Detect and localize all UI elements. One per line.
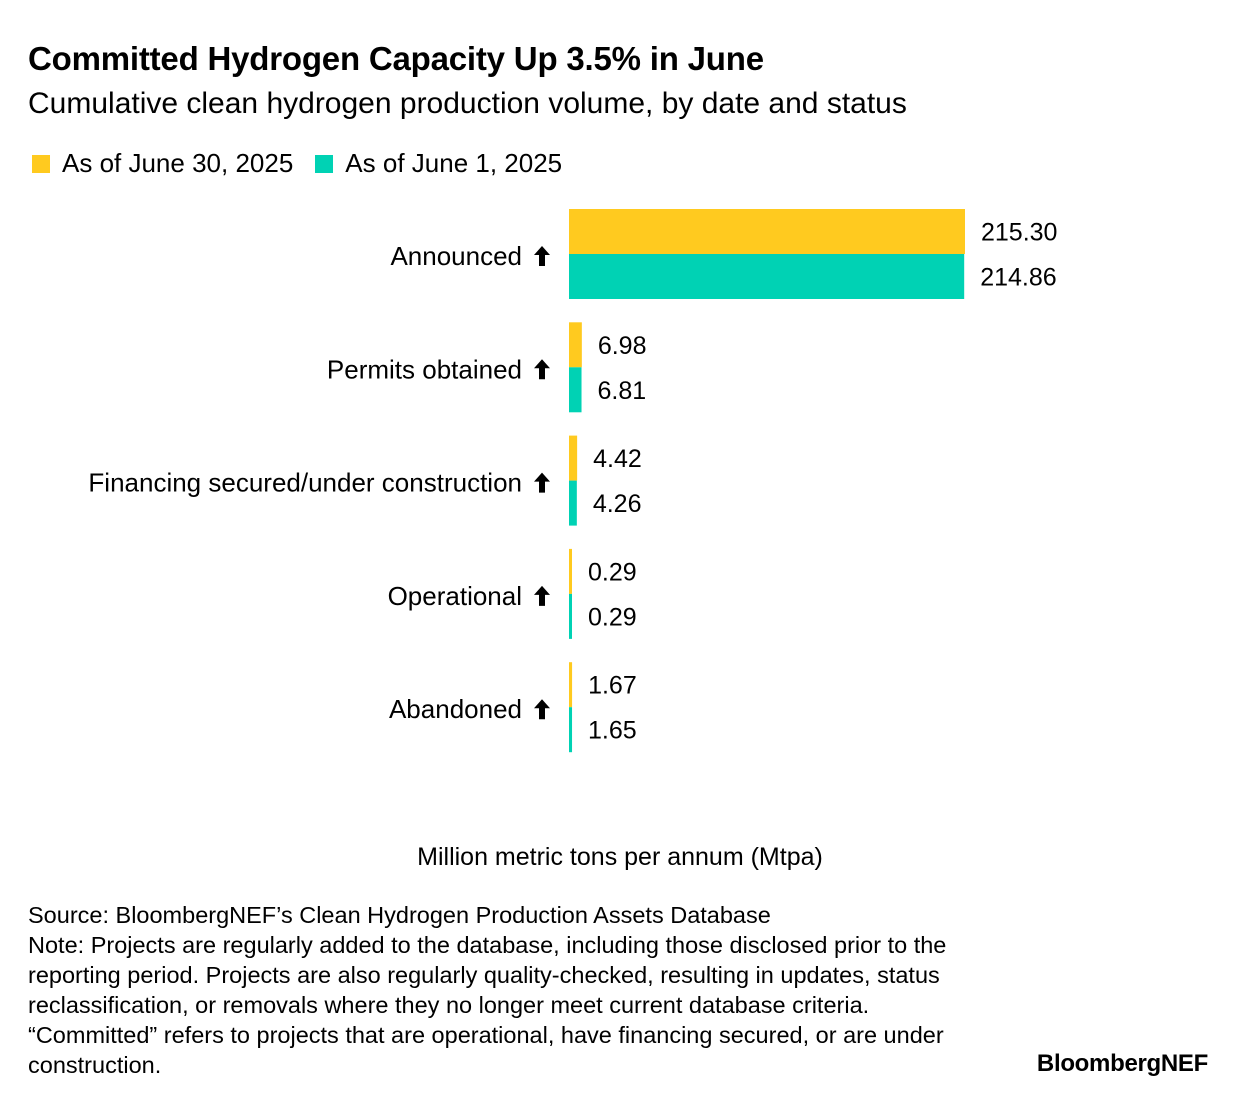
data-label: 6.98: [598, 332, 647, 360]
up-arrow-icon: [534, 472, 550, 493]
up-arrow-icon: [534, 246, 550, 266]
bar: [569, 548, 572, 594]
up-arrow-icon: [534, 585, 550, 606]
bar: [569, 662, 573, 708]
bar: [569, 209, 965, 254]
brand-logo: BloombergNEF: [1036, 1050, 1208, 1077]
data-label: 214.86: [980, 264, 1056, 292]
data-label: 1.65: [588, 717, 637, 745]
category-label: Announced: [390, 241, 522, 271]
methodology-note: Note: Projects are regularly added to th…: [28, 932, 947, 1078]
legend-item-june30: As of June 30, 2025: [32, 148, 293, 179]
chart-title: Committed Hydrogen Capacity Up 3.5% in J…: [28, 40, 764, 77]
data-label: 0.29: [588, 558, 637, 586]
x-axis-label: Million metric tons per annum (Mtpa): [0, 843, 1240, 872]
legend-label-june30: As of June 30, 2025: [62, 148, 294, 178]
x-axis-label-text: Million metric tons per annum (Mtpa): [417, 843, 823, 871]
up-arrow-icon: [534, 699, 550, 720]
data-label: 215.30: [981, 219, 1057, 247]
category-label: Permits obtained: [327, 354, 522, 384]
data-label: 4.26: [593, 490, 642, 518]
legend-swatch-june1: [315, 154, 334, 173]
source-note: Source: BloombergNEF’s Clean Hydrogen Pr…: [28, 902, 771, 928]
legend-swatch-june30: [32, 154, 50, 173]
bar-chart: Announced 215.30 214.86 Permits obtained 6.9…: [88, 209, 1057, 753]
data-label: 1.67: [588, 672, 637, 700]
bar: [569, 480, 577, 526]
category-label: Operational: [388, 581, 522, 611]
legend-label-june1: As of June 1, 2025: [345, 148, 563, 178]
up-arrow-icon: [534, 359, 550, 380]
bar: [569, 707, 573, 753]
footer-notes: Source: BloombergNEF’s Clean Hydrogen Pr…: [28, 900, 988, 1080]
bar: [569, 322, 582, 368]
legend-item-june1: As of June 1, 2025: [315, 148, 562, 179]
data-label: 4.42: [593, 445, 642, 473]
bar: [569, 593, 572, 639]
data-label: 0.29: [588, 603, 637, 631]
category-label: Abandoned: [389, 694, 522, 724]
bar: [569, 435, 578, 481]
bar: [569, 254, 965, 299]
category-label: Financing secured/under construction: [88, 468, 522, 498]
data-label: 6.81: [598, 377, 647, 405]
bar: [569, 367, 582, 413]
legend: As of June 30, 2025 As of June 1, 2025: [32, 148, 584, 179]
chart-subtitle: Cumulative clean hydrogen production vol…: [28, 87, 907, 120]
